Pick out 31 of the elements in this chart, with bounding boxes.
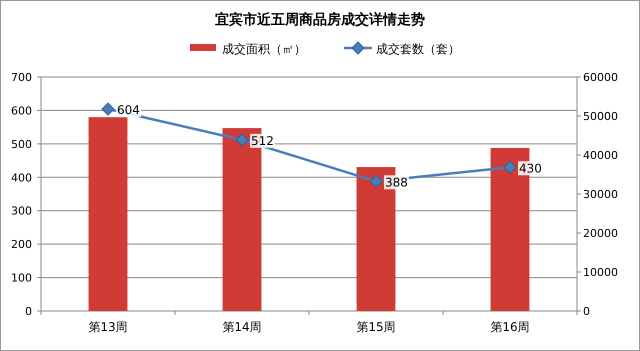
chart-title: 宜宾市近五周商品房成交详情走势 — [215, 11, 425, 28]
y-tick-label: 500 — [11, 138, 32, 151]
x-tick-label: 第16周 — [490, 320, 530, 334]
data-label: 388 — [385, 175, 408, 190]
y-tick-label: 400 — [11, 171, 32, 184]
y2-tick-label: 20000 — [583, 227, 618, 240]
y2-tick-label: 0 — [583, 305, 590, 318]
y2-tick-label: 40000 — [583, 149, 618, 162]
y-tick-label: 700 — [11, 71, 32, 84]
point — [236, 133, 248, 146]
y2-tick-label: 50000 — [583, 110, 618, 123]
y-tick-label: 0 — [25, 305, 32, 318]
x-tick-label: 第13周 — [88, 320, 128, 334]
x-tick-label: 第15周 — [356, 320, 396, 334]
y-tick-label: 300 — [11, 204, 32, 218]
point — [370, 174, 382, 188]
y2-tick-label: 30000 — [583, 188, 618, 201]
point — [504, 160, 516, 174]
point — [102, 102, 114, 116]
y2-tick-label: 10000 — [583, 266, 618, 279]
data-label: 430 — [519, 161, 542, 176]
x-tick-label: 第14周 — [222, 320, 262, 334]
y-tick-label: 600 — [11, 104, 32, 118]
legend-label: 成交套数（套） — [376, 42, 460, 56]
y-tick-label: 200 — [11, 238, 32, 252]
y-tick-label: 100 — [11, 272, 32, 285]
bar — [88, 117, 128, 311]
data-label: 604 — [117, 103, 140, 118]
data-label: 512 — [251, 134, 274, 148]
legend-label: 成交面积（㎡） — [222, 42, 306, 56]
y2-tick-label: 60000 — [583, 71, 618, 84]
